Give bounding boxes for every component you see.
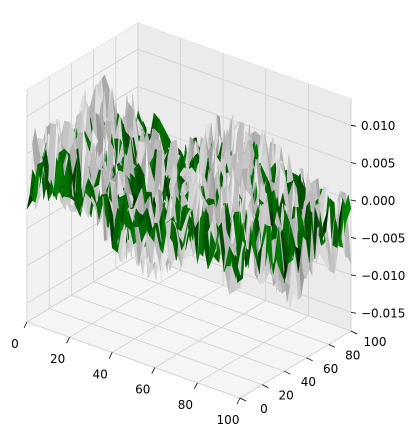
z-axis-tick-labels: 0.010 0.005 0.000 −0.005 −0.010 −0.015 (361, 119, 405, 320)
y-tick-label: 20 (279, 389, 294, 403)
y-tick (284, 370, 291, 375)
x-tick-label: 80 (178, 398, 193, 412)
surface-shadow-facet (27, 194, 36, 209)
z-tick (350, 311, 357, 314)
axis-ticks (23, 124, 358, 405)
y-tick-label: 0 (260, 402, 268, 416)
z-tick (350, 274, 357, 277)
x-tick-label: 60 (135, 383, 150, 397)
z-tick-label: 0.005 (361, 157, 395, 171)
z-tick (350, 199, 357, 202)
z-tick-label: 0.000 (361, 194, 395, 208)
x-tick (23, 321, 28, 329)
z-tick (350, 237, 357, 239)
y-tick (350, 330, 358, 335)
z-tick (350, 124, 357, 127)
y-tick (262, 384, 269, 388)
z-tick-label: 0.010 (361, 119, 395, 133)
y-tick (306, 357, 313, 362)
surfaces (26, 74, 352, 308)
x-tick-label: 0 (11, 337, 19, 351)
z-tick-label: −0.005 (361, 231, 405, 245)
y-tick-label: 80 (345, 348, 360, 362)
surface-facet-gray (234, 240, 243, 292)
y-tick-label: 100 (364, 335, 387, 349)
surface-shadow-facet (279, 231, 288, 281)
z-tick-label: −0.010 (361, 269, 405, 283)
surface-shadow-facet (292, 236, 302, 273)
z-gridline (26, 48, 352, 126)
surface-shadow-facet (334, 198, 343, 237)
x-tick (236, 397, 241, 405)
z-tick-label: −0.015 (361, 306, 405, 320)
x-tick (66, 337, 70, 344)
x-tick-label: 100 (217, 413, 240, 427)
x-tick (151, 367, 156, 374)
surface-facet-green (234, 257, 244, 284)
y-tick (328, 344, 335, 348)
x-tick (108, 352, 113, 359)
y-tick (239, 397, 247, 402)
y-tick-label: 60 (323, 362, 338, 376)
x-axis-tick-labels: 0 20 40 60 80 100 (11, 337, 239, 427)
x-tick-label: 40 (93, 367, 108, 381)
x-tick-label: 20 (50, 352, 65, 366)
y-axis-tick-labels: 0 20 40 60 80 100 (260, 335, 386, 416)
x-tick (194, 382, 198, 389)
z-tick (350, 162, 357, 165)
y-tick-label: 40 (301, 375, 316, 389)
